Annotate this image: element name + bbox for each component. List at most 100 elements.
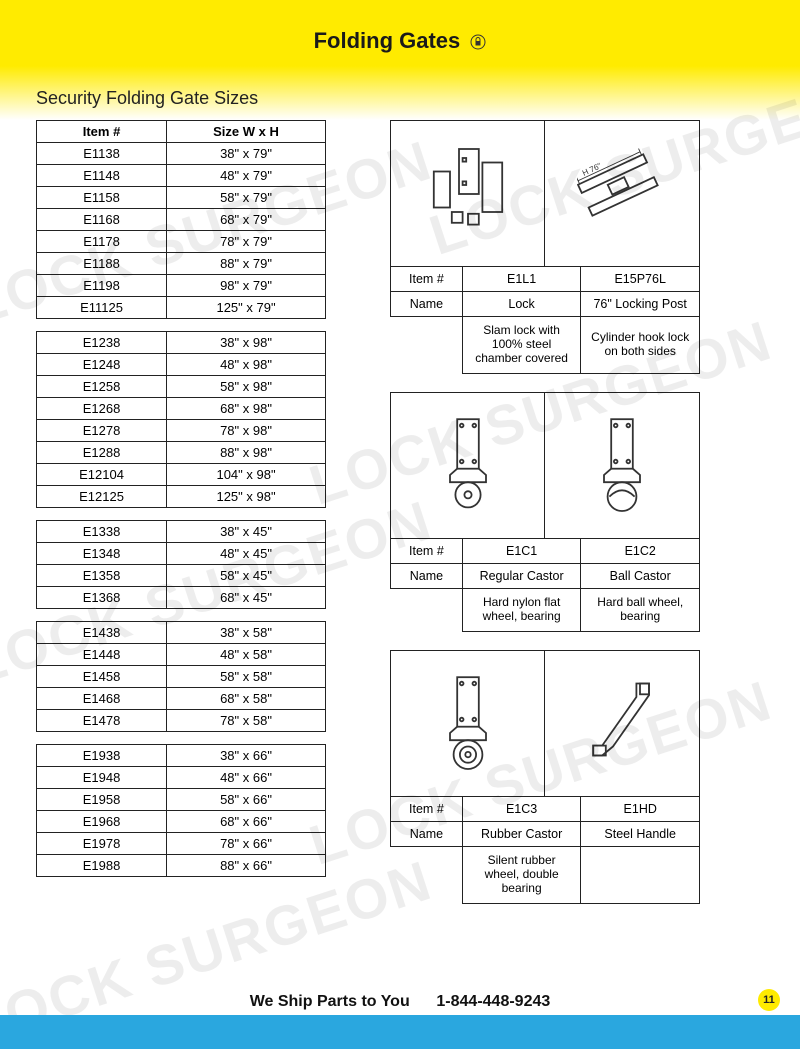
table-row: E124848" x 98"	[37, 354, 326, 376]
cell-item: E1958	[37, 789, 167, 811]
cell-item: E12125	[37, 486, 167, 508]
table-row: E197878" x 66"	[37, 833, 326, 855]
size-table: E193838" x 66"E194848" x 66"E195858" x 6…	[36, 744, 326, 877]
table-row: E194848" x 66"	[37, 767, 326, 789]
part-name-left: Regular Castor	[462, 564, 581, 589]
cell-size: 58" x 45"	[167, 565, 326, 587]
part-item-right: E1C2	[581, 539, 700, 564]
size-table: E143838" x 58"E144848" x 58"E145858" x 5…	[36, 621, 326, 732]
part-images-row	[390, 392, 700, 538]
castor-flat-icon	[391, 393, 545, 538]
part-images-row: H 76"	[390, 120, 700, 266]
part-item-left: E1C1	[462, 539, 581, 564]
part-table: Item # E1L1 E15P76LName Lock 76" Locking…	[390, 266, 700, 374]
cell-size: 58" x 66"	[167, 789, 326, 811]
cell-item: E1968	[37, 811, 167, 833]
header-band: Folding Gates Security Folding Gate Size…	[0, 0, 800, 120]
table-row: E115858" x 79"	[37, 187, 326, 209]
cell-item: E1938	[37, 745, 167, 767]
cell-size: 78" x 98"	[167, 420, 326, 442]
page-number-badge: 11	[758, 989, 780, 1011]
steel-handle-icon	[545, 651, 699, 796]
table-row: E145858" x 58"	[37, 666, 326, 688]
part-name-right: Steel Handle	[581, 822, 700, 847]
table-row: E198888" x 66"	[37, 855, 326, 877]
table-row: E11125125" x 79"	[37, 297, 326, 319]
lock-parts-icon	[391, 121, 545, 266]
part-table: Item # E1C3 E1HDName Rubber Castor Steel…	[390, 796, 700, 904]
cell-item: E1258	[37, 376, 167, 398]
label-item: Item #	[391, 539, 463, 564]
cell-size: 38" x 45"	[167, 521, 326, 543]
footer-text: We Ship Parts to You 1-844-448-9243	[0, 993, 800, 1015]
cell-size: 58" x 58"	[167, 666, 326, 688]
cell-item: E1288	[37, 442, 167, 464]
table-row: E144848" x 58"	[37, 644, 326, 666]
table-row: E134848" x 45"	[37, 543, 326, 565]
cell-item: E1358	[37, 565, 167, 587]
footer-bar	[0, 1015, 800, 1049]
part-card: Item # E1C3 E1HDName Rubber Castor Steel…	[390, 650, 700, 904]
part-card: H 76" Item # E1L1 E15P76LName Lock 76" L…	[390, 120, 700, 374]
table-row: E195858" x 66"	[37, 789, 326, 811]
part-desc-left: Hard nylon flat wheel, bearing	[462, 589, 581, 632]
cell-item: E1978	[37, 833, 167, 855]
col-item-header: Item #	[37, 121, 167, 143]
cell-size: 58" x 79"	[167, 187, 326, 209]
part-images-row	[390, 650, 700, 796]
cell-item: E1138	[37, 143, 167, 165]
parts-column: H 76" Item # E1L1 E15P76LName Lock 76" L…	[360, 120, 760, 922]
cell-size: 78" x 58"	[167, 710, 326, 732]
cell-item: E1178	[37, 231, 167, 253]
cell-item: E1238	[37, 332, 167, 354]
table-row: E114848" x 79"	[37, 165, 326, 187]
cell-size: 38" x 98"	[167, 332, 326, 354]
table-row: E193838" x 66"	[37, 745, 326, 767]
table-row: E128888" x 98"	[37, 442, 326, 464]
part-name-right: Ball Castor	[581, 564, 700, 589]
cell-size: 48" x 98"	[167, 354, 326, 376]
cell-item: E1438	[37, 622, 167, 644]
label-name: Name	[391, 292, 463, 317]
table-row: E135858" x 45"	[37, 565, 326, 587]
page-title-text: Folding Gates	[314, 28, 461, 53]
part-desc-left: Slam lock with 100% steel chamber covere…	[462, 317, 581, 374]
part-item-right: E1HD	[581, 797, 700, 822]
cell-size: 38" x 58"	[167, 622, 326, 644]
table-row: E136868" x 45"	[37, 587, 326, 609]
cell-item: E1168	[37, 209, 167, 231]
cell-item: E1148	[37, 165, 167, 187]
cell-size: 125" x 98"	[167, 486, 326, 508]
cell-size: 104" x 98"	[167, 464, 326, 486]
cell-size: 68" x 58"	[167, 688, 326, 710]
cell-size: 68" x 79"	[167, 209, 326, 231]
table-row: E147878" x 58"	[37, 710, 326, 732]
subtitle: Security Folding Gate Sizes	[36, 88, 258, 109]
cell-size: 78" x 79"	[167, 231, 326, 253]
table-row: E116868" x 79"	[37, 209, 326, 231]
cell-size: 48" x 45"	[167, 543, 326, 565]
size-table: E123838" x 98"E124848" x 98"E125858" x 9…	[36, 331, 326, 508]
part-name-left: Rubber Castor	[462, 822, 581, 847]
cell-size: 68" x 98"	[167, 398, 326, 420]
cell-item: E1368	[37, 587, 167, 609]
cell-size: 78" x 66"	[167, 833, 326, 855]
cell-item: E1348	[37, 543, 167, 565]
cell-item: E1988	[37, 855, 167, 877]
cell-item: E1448	[37, 644, 167, 666]
table-row: E125858" x 98"	[37, 376, 326, 398]
table-row: E12125125" x 98"	[37, 486, 326, 508]
cell-item: E1478	[37, 710, 167, 732]
table-row: E196868" x 66"	[37, 811, 326, 833]
size-table: E133838" x 45"E134848" x 45"E135858" x 4…	[36, 520, 326, 609]
castor-rubber-icon	[391, 651, 545, 796]
cell-size: 125" x 79"	[167, 297, 326, 319]
part-name-right: 76" Locking Post	[581, 292, 700, 317]
part-desc-right: Hard ball wheel, bearing	[581, 589, 700, 632]
cell-item: E1468	[37, 688, 167, 710]
cell-item: E11125	[37, 297, 167, 319]
cell-item: E1248	[37, 354, 167, 376]
table-row: E123838" x 98"	[37, 332, 326, 354]
table-row: E119898" x 79"	[37, 275, 326, 297]
label-item: Item #	[391, 267, 463, 292]
